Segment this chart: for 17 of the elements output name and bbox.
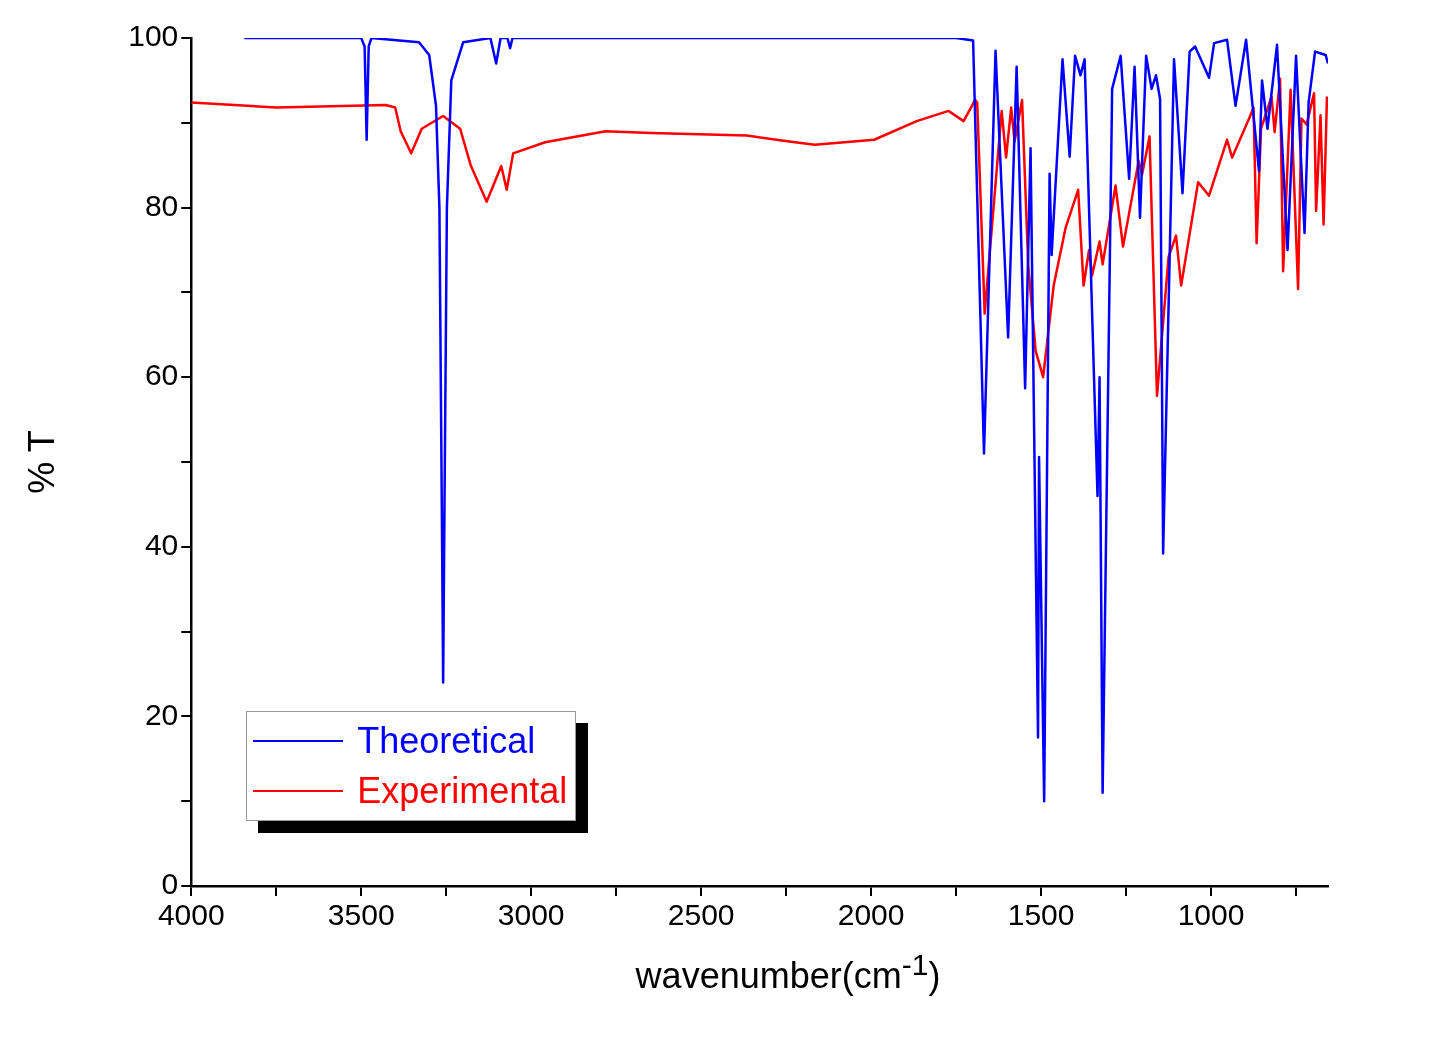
y-axis-title: % T [20,430,62,494]
x-tick-label: 4000 [157,898,225,932]
y-tick-label: 80 [144,188,179,222]
y-tick-label: 60 [144,358,179,392]
y-tick-label: 20 [144,697,179,731]
y-tick-label: 0 [161,867,179,901]
x-tick-label: 2500 [667,898,735,932]
x-tick-label: 3000 [497,898,565,932]
legend-label: Theoretical [357,720,536,762]
x-tick-label: 3500 [327,898,395,932]
y-tick-label: 40 [144,528,179,562]
x-axis-title: wavenumber(cm$^{-1}$) [634,948,942,997]
legend-label: Experimental [357,770,568,812]
x-tick-label: 1500 [1007,898,1075,932]
x-tick-label: 2000 [837,898,905,932]
y-tick-label: 100 [128,19,179,53]
x-tick-label: 1000 [1177,898,1245,932]
